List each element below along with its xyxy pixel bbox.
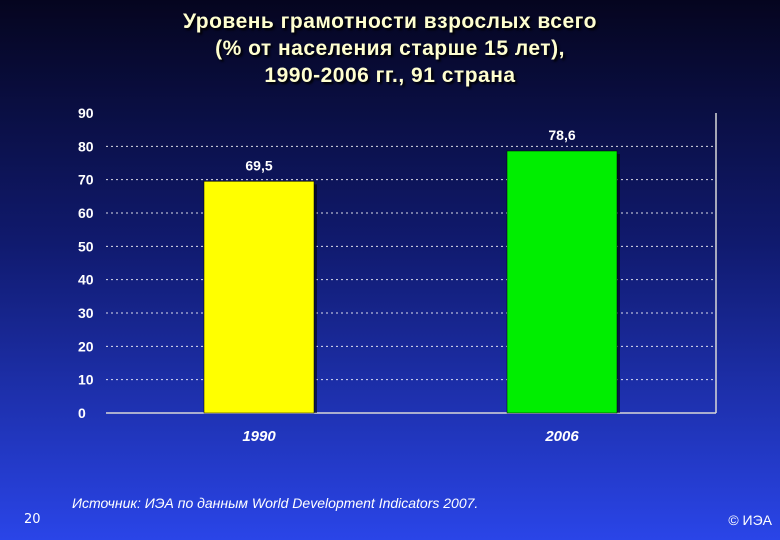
copyright: © ИЭА — [728, 512, 772, 528]
y-tick-label: 20 — [78, 338, 94, 354]
data-label: 69,5 — [245, 157, 272, 173]
title-line-3: 1990-2006 гг., 91 страна — [264, 64, 516, 87]
data-label: 78,6 — [548, 127, 575, 143]
y-tick-label: 50 — [78, 238, 94, 254]
title-line-2: (% от населения старше 15 лет), — [215, 37, 565, 60]
x-tick-label: 2006 — [544, 428, 579, 445]
y-tick-label: 30 — [78, 305, 94, 321]
y-tick-label: 90 — [78, 105, 94, 121]
page-number: 20 — [24, 512, 41, 527]
y-tick-label: 70 — [78, 172, 94, 188]
y-tick-label: 80 — [78, 138, 94, 154]
chart-title: Уровень грамотности взрослых всего (% от… — [90, 8, 690, 89]
y-tick-label: 60 — [78, 205, 94, 221]
x-tick-label: 1990 — [242, 428, 276, 445]
source-note: Источник: ИЭА по данным World Developmen… — [72, 495, 479, 511]
bar-2006 — [506, 150, 618, 414]
y-tick-label: 0 — [78, 405, 86, 421]
y-tick-label: 10 — [78, 372, 94, 388]
title-line-1: Уровень грамотности взрослых всего — [183, 10, 597, 33]
bar-1990 — [203, 181, 315, 414]
y-tick-label: 40 — [78, 272, 94, 288]
